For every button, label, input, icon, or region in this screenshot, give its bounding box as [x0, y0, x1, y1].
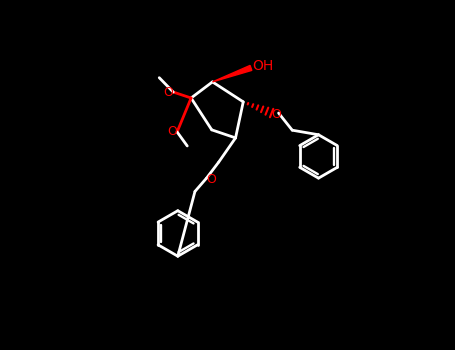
Text: O: O: [167, 125, 177, 139]
Text: O: O: [206, 173, 216, 187]
Text: O: O: [271, 108, 281, 121]
Text: OH: OH: [252, 59, 273, 73]
Polygon shape: [212, 65, 252, 82]
Text: O: O: [163, 85, 173, 99]
